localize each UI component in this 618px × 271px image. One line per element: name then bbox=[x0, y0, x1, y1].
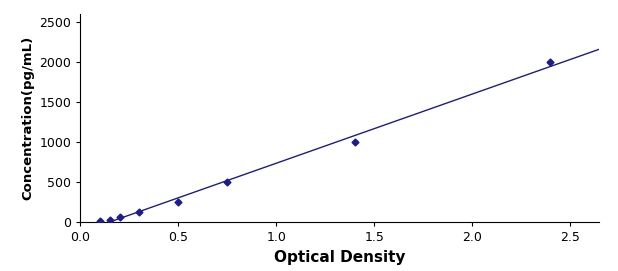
Y-axis label: Concentration(pg/mL): Concentration(pg/mL) bbox=[21, 36, 34, 200]
X-axis label: Optical Density: Optical Density bbox=[274, 250, 405, 265]
